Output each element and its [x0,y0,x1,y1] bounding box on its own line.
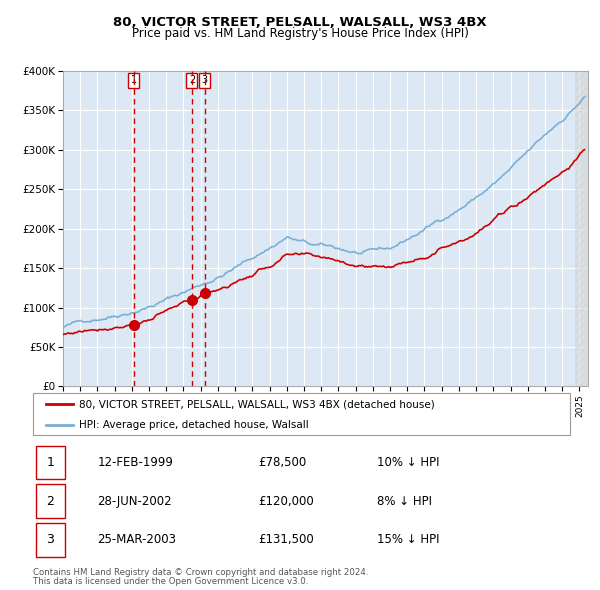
Text: £120,000: £120,000 [259,494,314,508]
Text: £131,500: £131,500 [259,533,314,546]
Text: 10% ↓ HPI: 10% ↓ HPI [377,456,439,469]
Text: 12-FEB-1999: 12-FEB-1999 [97,456,173,469]
Text: 3: 3 [202,76,208,86]
Text: 28-JUN-2002: 28-JUN-2002 [97,494,172,508]
FancyBboxPatch shape [33,393,570,435]
Text: Contains HM Land Registry data © Crown copyright and database right 2024.: Contains HM Land Registry data © Crown c… [33,568,368,577]
Text: 80, VICTOR STREET, PELSALL, WALSALL, WS3 4BX (detached house): 80, VICTOR STREET, PELSALL, WALSALL, WS3… [79,399,434,409]
Text: 1: 1 [47,456,55,469]
FancyBboxPatch shape [35,523,65,557]
Text: 1: 1 [131,76,137,86]
Text: This data is licensed under the Open Government Licence v3.0.: This data is licensed under the Open Gov… [33,577,308,586]
Text: 2: 2 [47,494,55,508]
Bar [575,71,588,386]
Text: 80, VICTOR STREET, PELSALL, WALSALL, WS3 4BX: 80, VICTOR STREET, PELSALL, WALSALL, WS3… [113,16,487,29]
Text: Price paid vs. HM Land Registry's House Price Index (HPI): Price paid vs. HM Land Registry's House … [131,27,469,40]
Text: 8% ↓ HPI: 8% ↓ HPI [377,494,431,508]
Text: 3: 3 [47,533,55,546]
Text: 15% ↓ HPI: 15% ↓ HPI [377,533,439,546]
FancyBboxPatch shape [35,484,65,518]
Text: HPI: Average price, detached house, Walsall: HPI: Average price, detached house, Wals… [79,420,308,430]
Text: 2: 2 [189,76,195,86]
Text: 25-MAR-2003: 25-MAR-2003 [97,533,176,546]
Text: £78,500: £78,500 [259,456,307,469]
FancyBboxPatch shape [35,445,65,480]
